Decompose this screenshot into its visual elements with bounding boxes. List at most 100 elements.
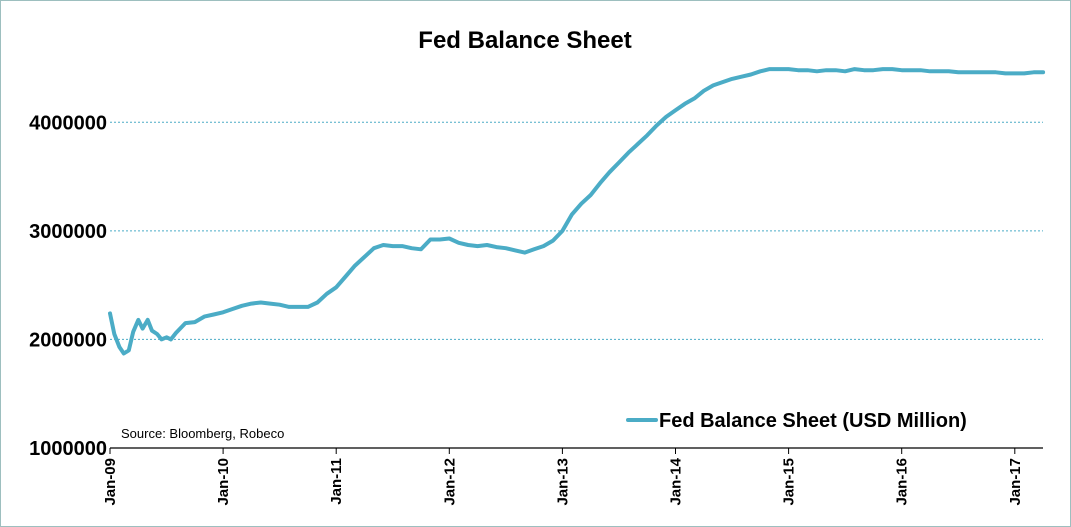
- data-point: [863, 69, 866, 72]
- data-point: [646, 134, 649, 137]
- data-point: [344, 275, 347, 278]
- data-point: [438, 238, 441, 241]
- data-point: [806, 69, 809, 72]
- data-point: [335, 286, 338, 289]
- y-tick-label: 3000000: [29, 221, 107, 243]
- x-tick-label: Jan-13: [554, 458, 571, 506]
- source-note: Source: Bloomberg, Robeco: [121, 426, 284, 441]
- y-tick-label: 1000000: [29, 438, 107, 460]
- x-tick-label: Jan-16: [894, 458, 911, 506]
- data-point: [514, 249, 517, 252]
- series-line: [108, 67, 1046, 356]
- data-point: [552, 239, 555, 242]
- data-point: [759, 70, 762, 73]
- data-point: [222, 311, 225, 314]
- data-point: [994, 71, 997, 74]
- data-point: [665, 115, 668, 118]
- x-tick-label: Jan-09: [102, 458, 119, 506]
- data-point: [250, 302, 253, 305]
- data-point: [1032, 71, 1035, 74]
- data-point: [731, 77, 734, 80]
- data-point: [947, 70, 950, 73]
- data-point: [193, 321, 196, 324]
- data-point: [259, 301, 262, 304]
- data-point: [169, 338, 172, 341]
- data-point: [297, 305, 300, 308]
- data-point: [608, 171, 611, 174]
- data-point: [599, 182, 602, 185]
- data-point: [900, 69, 903, 72]
- data-point: [137, 318, 140, 321]
- data-point: [165, 336, 168, 339]
- data-point: [768, 68, 771, 71]
- data-point: [429, 238, 432, 241]
- x-tick-label: Jan-10: [215, 458, 232, 506]
- data-point: [448, 237, 451, 240]
- data-point: [721, 81, 724, 84]
- data-point: [712, 84, 715, 87]
- data-point: [363, 255, 366, 258]
- data-point: [410, 247, 413, 250]
- data-point: [240, 304, 243, 307]
- data-point: [212, 313, 215, 316]
- data-point: [231, 308, 234, 311]
- data-point: [561, 229, 564, 232]
- data-point: [580, 202, 583, 205]
- data-point: [985, 71, 988, 74]
- data-point: [109, 312, 112, 315]
- data-point: [278, 303, 281, 306]
- data-point: [203, 315, 206, 318]
- data-point: [834, 69, 837, 72]
- x-tick-label: Jan-14: [668, 457, 685, 505]
- data-point: [825, 69, 828, 72]
- data-point: [325, 292, 328, 295]
- data-point: [749, 73, 752, 76]
- data-point: [966, 71, 969, 74]
- data-point: [391, 245, 394, 248]
- data-point: [891, 68, 894, 71]
- x-tick-label: Jan-11: [328, 458, 345, 505]
- data-point: [938, 70, 941, 73]
- data-point: [1013, 72, 1016, 75]
- data-point: [881, 68, 884, 71]
- y-tick-label: 2000000: [29, 329, 107, 351]
- y-tick-label: 4000000: [29, 112, 107, 134]
- data-point: [533, 248, 536, 251]
- data-point: [151, 329, 154, 332]
- data-point: [354, 264, 357, 267]
- data-point: [853, 68, 856, 71]
- data-point: [122, 352, 125, 355]
- data-point: [372, 247, 375, 250]
- data-point: [674, 109, 677, 112]
- data-point: [815, 70, 818, 73]
- data-point: [683, 102, 686, 105]
- data-point: [693, 97, 696, 100]
- data-point: [184, 322, 187, 325]
- data-point: [127, 349, 130, 352]
- data-point: [919, 69, 922, 72]
- data-point: [523, 251, 526, 254]
- data-point: [495, 246, 498, 249]
- data-point: [1042, 71, 1045, 74]
- x-tick-label: Jan-12: [441, 458, 458, 506]
- data-point: [957, 71, 960, 74]
- data-point: [118, 346, 121, 349]
- data-point: [160, 338, 163, 341]
- data-point: [787, 68, 790, 71]
- data-point: [420, 248, 423, 251]
- data-point: [1023, 72, 1026, 75]
- data-point: [740, 75, 743, 78]
- data-point: [306, 305, 309, 308]
- data-point: [910, 69, 913, 72]
- data-point: [655, 124, 658, 127]
- data-point: [113, 333, 116, 336]
- data-point: [486, 244, 489, 247]
- data-point: [476, 245, 479, 248]
- data-point: [872, 69, 875, 72]
- data-point: [269, 302, 272, 305]
- data-point: [702, 89, 705, 92]
- legend-label: Fed Balance Sheet (USD Million): [659, 410, 967, 432]
- data-point: [175, 331, 178, 334]
